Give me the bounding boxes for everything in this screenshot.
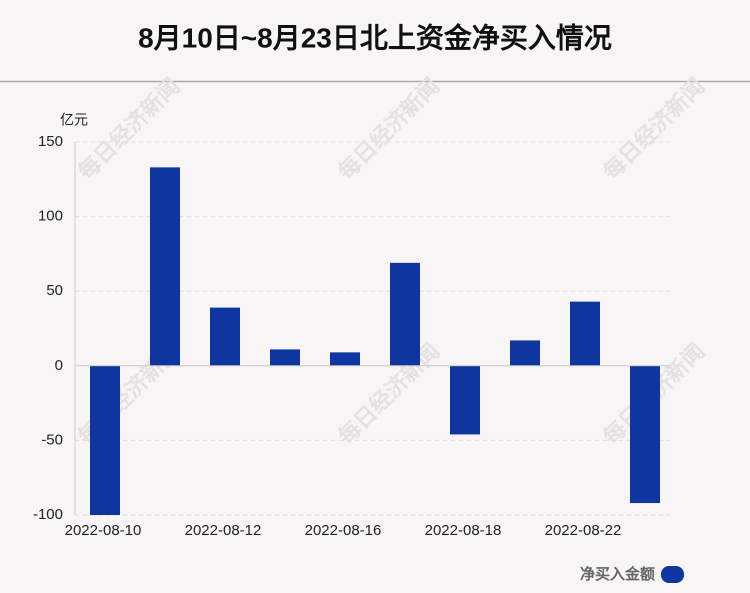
y-tick-label: 50 [46,282,63,299]
bar [450,365,480,435]
bar [90,365,120,515]
x-tick-label: 2022-08-22 [545,522,622,539]
legend-label: 净买入金额 [580,565,655,583]
bar [210,307,240,366]
legend-swatch [661,566,684,583]
bar [270,349,300,366]
y-tick-label: 100 [38,208,63,225]
y-tick-label: 0 [55,357,63,374]
bar [150,167,180,366]
y-unit: 亿元 [60,112,88,128]
x-tick-label: 2022-08-16 [305,522,382,539]
y-tick-label: -100 [33,506,63,523]
y-tick-label: -50 [41,431,63,448]
x-tick-label: 2022-08-12 [185,522,262,539]
bar [630,365,660,504]
bar [330,352,360,366]
bar [510,340,540,366]
x-tick-label: 2022-08-10 [65,522,142,539]
chart-title: 8月10日~8月23日北上资金净买入情况 [138,21,612,53]
y-tick-label: 150 [38,133,63,150]
bar [570,301,600,366]
x-tick-label: 2022-08-18 [425,522,502,539]
bar [390,262,420,366]
